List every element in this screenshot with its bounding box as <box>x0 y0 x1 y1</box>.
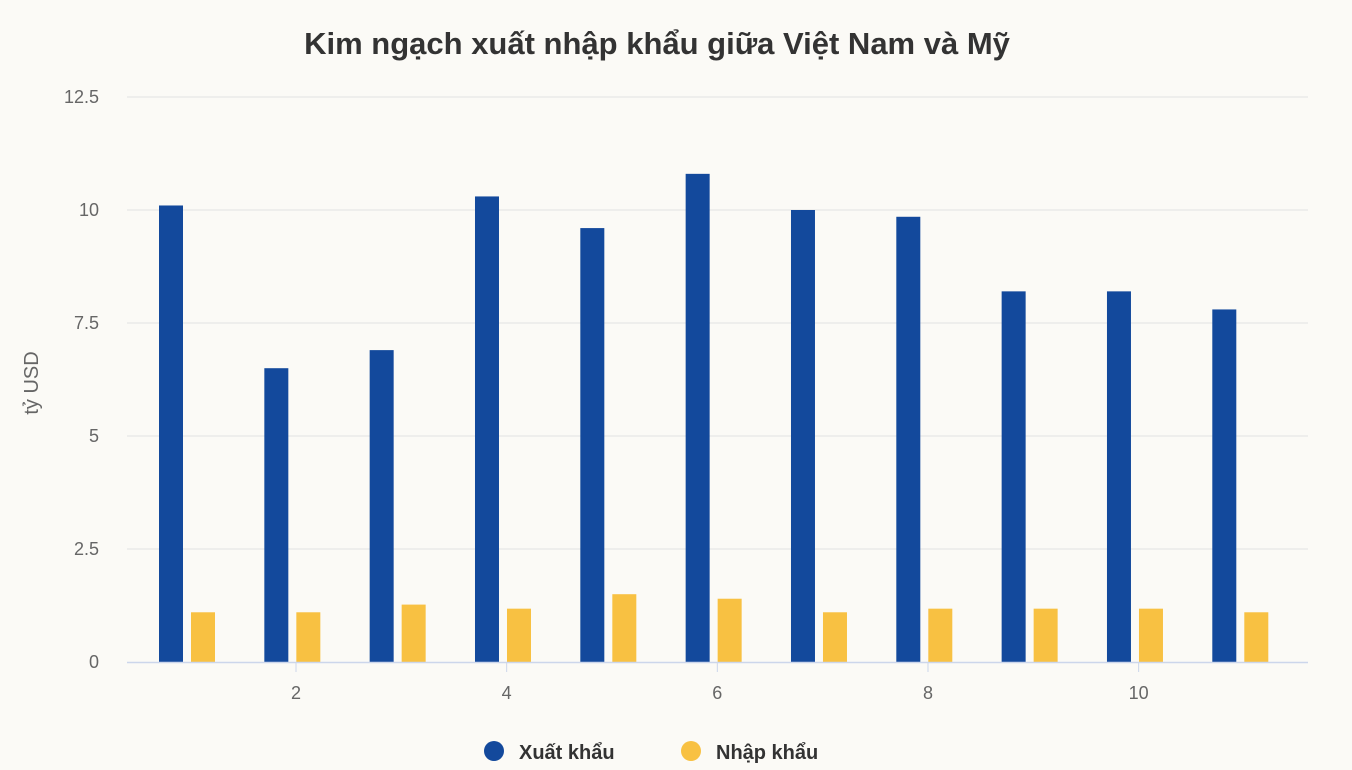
bar-import-9[interactable] <box>1033 608 1058 662</box>
y-tick-label: 5 <box>89 426 99 446</box>
x-axis: 2 4 6 8 10 <box>127 661 1308 703</box>
bar-export-2[interactable] <box>264 368 289 662</box>
bar-import-11[interactable] <box>1244 612 1269 662</box>
x-tick-label: 10 <box>1129 683 1149 703</box>
bar-export-6[interactable] <box>685 173 710 662</box>
legend-label: Xuất khẩu <box>519 742 615 764</box>
y-tick-label: 7.5 <box>74 313 99 333</box>
legend-label: Nhập khẩu <box>716 742 818 764</box>
bar-import-6[interactable] <box>717 598 742 662</box>
y-axis-label: tỷ USD <box>21 351 43 414</box>
x-tick-label: 6 <box>712 683 722 703</box>
y-tick-label: 12.5 <box>64 87 99 107</box>
bar-export-9[interactable] <box>1001 291 1026 662</box>
legend-item-import[interactable]: Nhập khẩu <box>681 741 818 764</box>
bar-export-1[interactable] <box>159 205 183 663</box>
bar-import-1[interactable] <box>191 612 215 662</box>
bar-export-8[interactable] <box>896 216 921 662</box>
y-tick-label: 10 <box>79 200 99 220</box>
bar-export-3[interactable] <box>369 350 394 662</box>
y-tick-label: 2.5 <box>74 539 99 559</box>
legend-marker <box>681 741 701 761</box>
x-tick-label: 2 <box>291 683 301 703</box>
bar-export-4[interactable] <box>474 196 499 662</box>
bar-import-3[interactable] <box>401 604 426 662</box>
bar-export-10[interactable] <box>1106 291 1131 662</box>
bar-import-2[interactable] <box>296 612 321 662</box>
chart-title: Kim ngạch xuất nhập khẩu giữa Việt Nam v… <box>304 26 1011 61</box>
bar-import-10[interactable] <box>1138 608 1163 662</box>
bar-import-7[interactable] <box>822 612 847 662</box>
bar-export-7[interactable] <box>790 210 815 662</box>
y-tick-label: 0 <box>89 652 99 672</box>
legend[interactable]: Xuất khẩu Nhập khẩu <box>484 741 818 764</box>
bar-import-8[interactable] <box>928 608 953 662</box>
legend-marker <box>484 741 504 761</box>
bars <box>159 173 1269 663</box>
bar-export-11[interactable] <box>1212 309 1237 662</box>
bar-import-5[interactable] <box>612 594 637 662</box>
x-tick-label: 8 <box>923 683 933 703</box>
bar-export-5[interactable] <box>580 228 605 662</box>
y-axis-ticks: 0 2.5 5 7.5 10 12.5 <box>64 87 99 672</box>
bar-import-4[interactable] <box>506 608 531 662</box>
legend-item-export[interactable]: Xuất khẩu <box>484 741 615 764</box>
x-tick-label: 4 <box>502 683 512 703</box>
